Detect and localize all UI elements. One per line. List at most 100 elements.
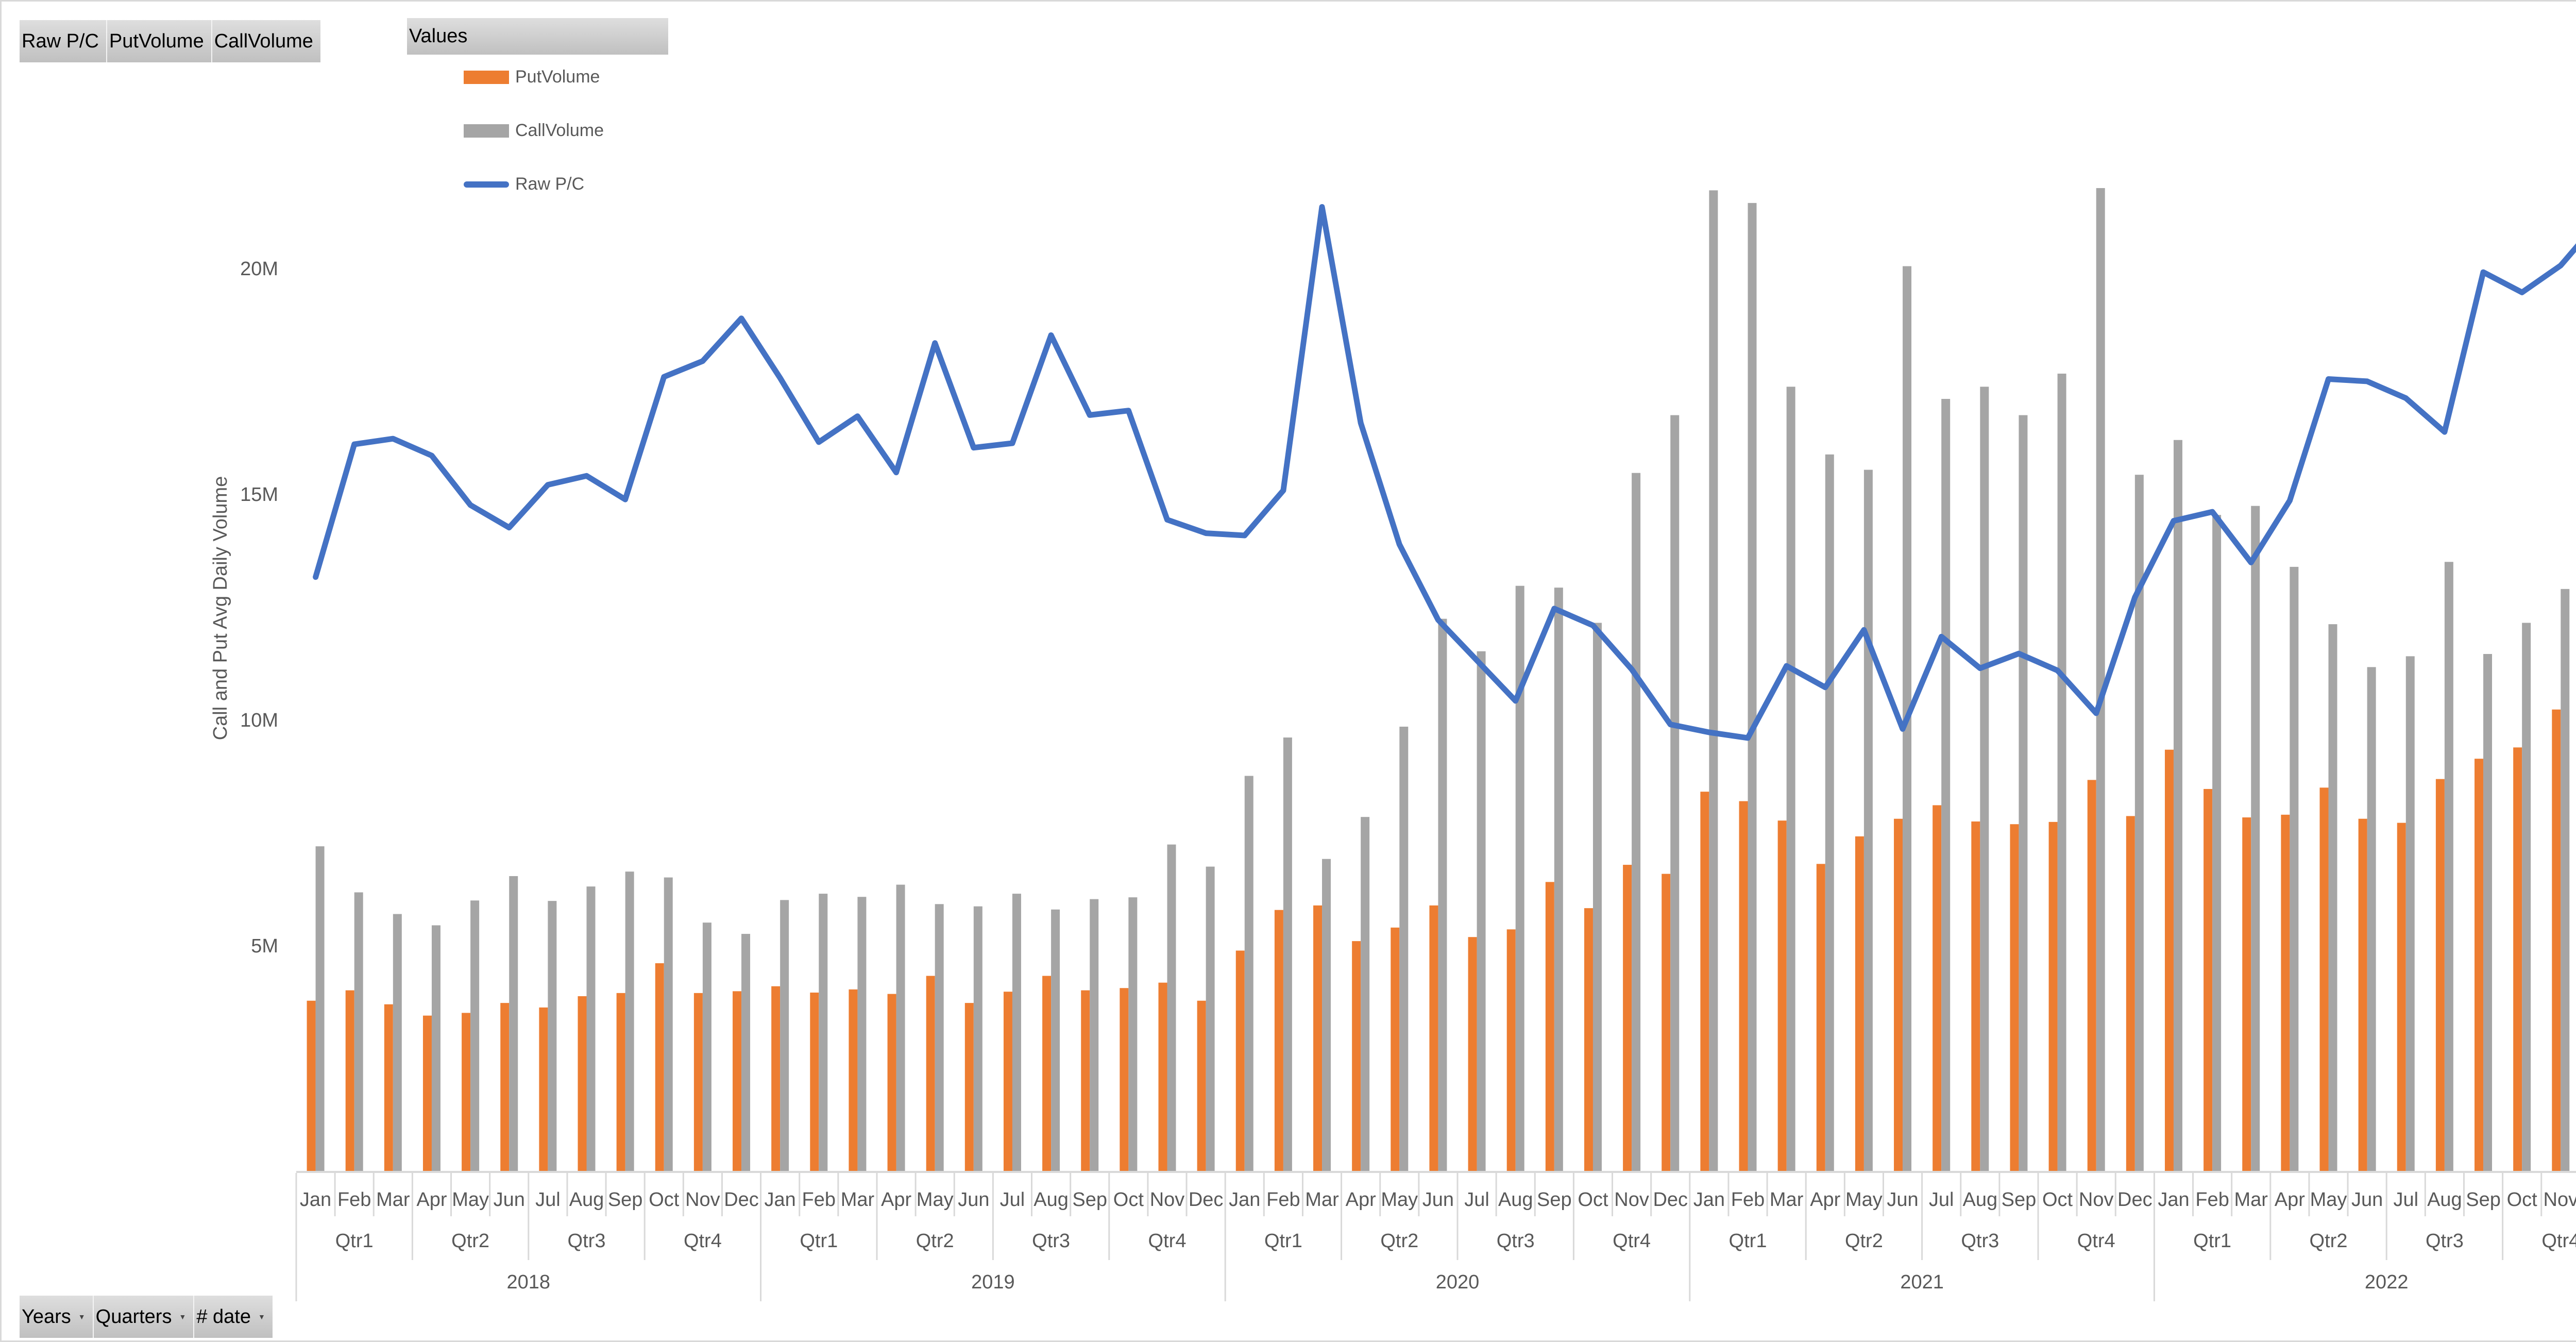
put-bar[interactable]: [2048, 821, 2058, 1171]
call-bar[interactable]: [935, 904, 944, 1171]
put-bar[interactable]: [1777, 820, 1787, 1171]
call-bar[interactable]: [315, 846, 325, 1171]
call-bar[interactable]: [586, 886, 596, 1171]
call-bar[interactable]: [1825, 454, 1834, 1171]
call-bar[interactable]: [2483, 653, 2493, 1171]
put-bar[interactable]: [1933, 805, 1942, 1171]
call-bar[interactable]: [1167, 844, 1176, 1171]
call-bar[interactable]: [1128, 897, 1138, 1171]
put-bar[interactable]: [2552, 709, 2561, 1171]
call-bar[interactable]: [2444, 562, 2453, 1171]
call-bar[interactable]: [509, 876, 518, 1171]
call-bar[interactable]: [1554, 588, 1563, 1171]
put-bar[interactable]: [2397, 823, 2406, 1171]
field-button-raw-pc[interactable]: Raw P/C: [20, 20, 107, 62]
put-bar[interactable]: [2319, 787, 2329, 1171]
call-bar[interactable]: [664, 877, 673, 1171]
call-bar[interactable]: [2134, 475, 2144, 1171]
call-bar[interactable]: [1361, 817, 1370, 1171]
put-bar[interactable]: [1235, 950, 1245, 1171]
put-bar[interactable]: [2010, 824, 2019, 1171]
put-bar[interactable]: [616, 993, 625, 1171]
call-bar[interactable]: [2019, 415, 2028, 1171]
put-bar[interactable]: [926, 976, 935, 1171]
call-bar[interactable]: [548, 901, 557, 1171]
call-bar[interactable]: [2290, 566, 2299, 1171]
field-button-quarters[interactable]: Quarters ▼: [93, 1296, 195, 1338]
put-bar[interactable]: [1081, 990, 1090, 1171]
put-bar[interactable]: [1429, 905, 1438, 1171]
call-bar[interactable]: [1012, 894, 1021, 1171]
put-bar[interactable]: [810, 992, 819, 1171]
put-bar[interactable]: [1739, 801, 1748, 1171]
call-bar[interactable]: [2096, 188, 2105, 1171]
call-bar[interactable]: [973, 906, 982, 1171]
call-bar[interactable]: [431, 925, 440, 1171]
call-bar[interactable]: [2367, 667, 2376, 1171]
dropdown-arrow-icon[interactable]: ▼: [258, 1313, 265, 1321]
put-bar[interactable]: [1662, 874, 1671, 1171]
call-bar[interactable]: [1206, 866, 1215, 1171]
put-bar[interactable]: [1197, 1000, 1206, 1171]
call-bar[interactable]: [702, 922, 711, 1171]
call-bar[interactable]: [2251, 506, 2260, 1171]
call-bar[interactable]: [625, 871, 634, 1171]
put-bar[interactable]: [384, 1004, 393, 1171]
put-bar[interactable]: [1894, 818, 1903, 1171]
call-bar[interactable]: [470, 900, 480, 1171]
legend-item-callvolume[interactable]: CallVolume: [464, 121, 604, 141]
put-bar[interactable]: [1313, 905, 1323, 1171]
put-bar[interactable]: [2358, 818, 2367, 1171]
put-bar[interactable]: [2242, 817, 2251, 1171]
put-bar[interactable]: [1042, 976, 1052, 1171]
put-bar[interactable]: [849, 989, 858, 1171]
call-bar[interactable]: [2405, 656, 2415, 1171]
call-bar[interactable]: [2522, 623, 2531, 1171]
put-bar[interactable]: [1623, 865, 1632, 1171]
put-bar[interactable]: [2513, 747, 2522, 1171]
put-bar[interactable]: [1003, 992, 1012, 1171]
field-button-date[interactable]: # date ▼: [194, 1296, 273, 1338]
put-bar[interactable]: [2435, 779, 2445, 1171]
call-bar[interactable]: [1786, 387, 1795, 1171]
call-bar[interactable]: [1748, 203, 1757, 1171]
put-bar[interactable]: [1391, 927, 1400, 1171]
put-bar[interactable]: [693, 993, 703, 1171]
call-bar[interactable]: [1515, 585, 1524, 1171]
field-button-putvolume[interactable]: PutVolume: [107, 20, 212, 62]
put-bar[interactable]: [500, 1003, 510, 1171]
call-bar[interactable]: [1477, 651, 1486, 1171]
call-bar[interactable]: [857, 897, 867, 1171]
field-button-callvolume[interactable]: CallVolume: [212, 20, 320, 62]
put-bar[interactable]: [2204, 789, 2213, 1171]
put-bar[interactable]: [2475, 759, 2484, 1171]
call-bar[interactable]: [780, 900, 789, 1171]
call-bar[interactable]: [1632, 473, 1641, 1171]
put-bar[interactable]: [1584, 908, 1593, 1171]
put-bar[interactable]: [1855, 836, 1864, 1171]
put-bar[interactable]: [462, 1013, 471, 1171]
call-bar[interactable]: [2173, 440, 2182, 1171]
call-bar[interactable]: [1592, 623, 1602, 1171]
put-bar[interactable]: [307, 1000, 316, 1171]
call-bar[interactable]: [1399, 727, 1409, 1171]
call-bar[interactable]: [1863, 469, 1873, 1171]
call-bar[interactable]: [1090, 899, 1099, 1171]
call-bar[interactable]: [1244, 776, 1253, 1171]
dropdown-arrow-icon[interactable]: ▼: [179, 1313, 187, 1321]
legend-item-putvolume[interactable]: PutVolume: [464, 67, 600, 87]
put-bar[interactable]: [2126, 816, 2135, 1171]
call-bar[interactable]: [1322, 859, 1331, 1171]
dropdown-arrow-icon[interactable]: ▼: [78, 1313, 86, 1321]
call-bar[interactable]: [1941, 399, 1951, 1171]
put-bar[interactable]: [2281, 814, 2290, 1171]
call-bar[interactable]: [819, 894, 828, 1171]
put-bar[interactable]: [887, 994, 896, 1171]
put-bar[interactable]: [1158, 982, 1167, 1171]
call-bar[interactable]: [2328, 624, 2337, 1171]
call-bar[interactable]: [2212, 515, 2222, 1171]
call-bar[interactable]: [2561, 589, 2570, 1171]
call-bar[interactable]: [393, 914, 402, 1171]
put-bar[interactable]: [1468, 937, 1477, 1171]
call-bar[interactable]: [1670, 415, 1680, 1171]
